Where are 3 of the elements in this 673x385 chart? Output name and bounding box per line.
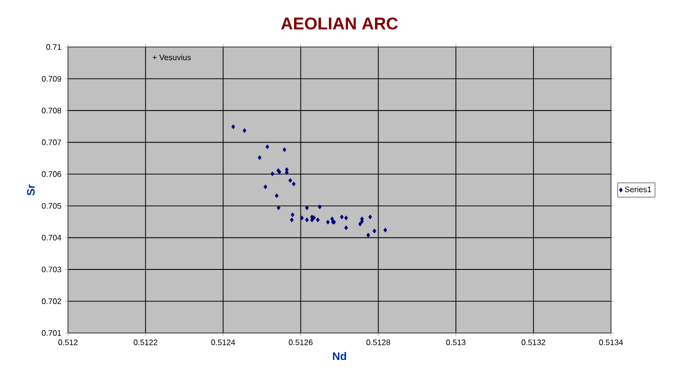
y-axis-title: Sr bbox=[26, 184, 35, 196]
x-axis-title: Nd bbox=[332, 352, 346, 360]
chart-title: AEOLIAN ARC bbox=[281, 18, 398, 30]
